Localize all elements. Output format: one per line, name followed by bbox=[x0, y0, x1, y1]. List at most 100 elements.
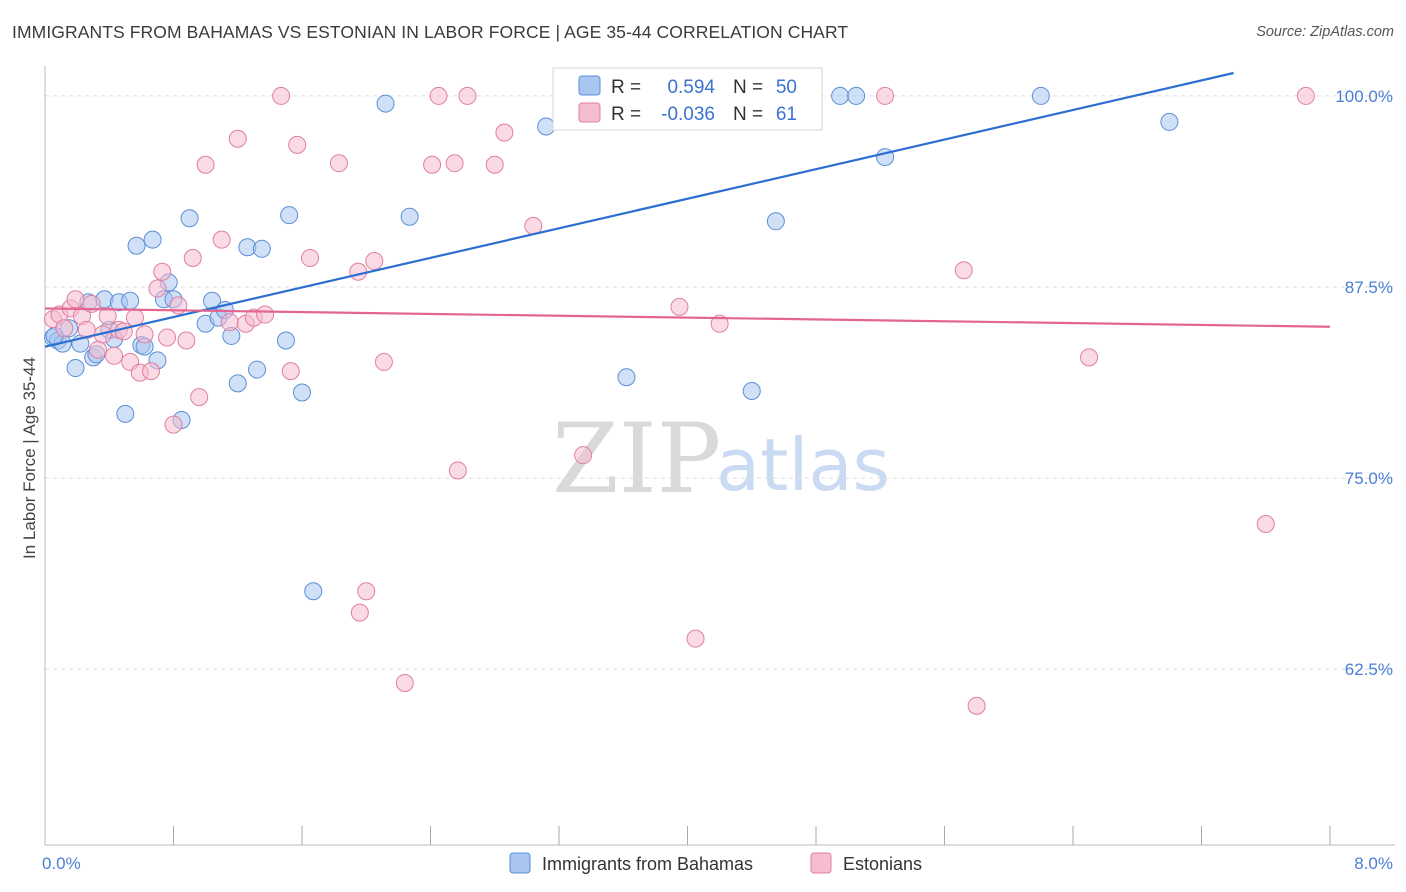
point-estonians bbox=[177, 331, 196, 350]
point-estonians bbox=[142, 362, 161, 381]
point-estonians bbox=[710, 314, 729, 333]
point-bahamas bbox=[121, 291, 140, 310]
point-estonians bbox=[220, 313, 239, 332]
point-bahamas bbox=[280, 206, 299, 225]
x-tick-label-max: 8.0% bbox=[1354, 854, 1393, 873]
point-estonians bbox=[272, 86, 291, 105]
watermark-atlas: atlas bbox=[716, 423, 890, 507]
point-bahamas bbox=[276, 331, 295, 350]
point-estonians bbox=[89, 340, 108, 359]
point-estonians bbox=[148, 279, 167, 298]
point-estonians bbox=[365, 252, 384, 271]
trend-line-bahamas bbox=[44, 71, 1234, 348]
legend-label-estonians: Estonians bbox=[843, 854, 922, 874]
point-bahamas bbox=[180, 209, 199, 228]
y-tick-label: 62.5% bbox=[1345, 660, 1393, 679]
point-estonians bbox=[458, 86, 477, 105]
point-estonians bbox=[196, 155, 215, 174]
point-estonians bbox=[228, 129, 247, 148]
trend-line-estonians bbox=[44, 307, 1331, 328]
point-bahamas bbox=[304, 582, 323, 601]
point-estonians bbox=[288, 135, 307, 154]
grid-lines bbox=[45, 95, 1395, 670]
point-estonians bbox=[686, 629, 705, 648]
point-bahamas bbox=[847, 86, 866, 105]
point-estonians bbox=[448, 461, 467, 480]
point-bahamas bbox=[228, 374, 247, 393]
point-estonians bbox=[495, 123, 514, 142]
blue-n-value: 50 bbox=[776, 77, 797, 98]
point-estonians bbox=[212, 230, 231, 249]
blue-n-label: N = bbox=[733, 77, 763, 98]
point-estonians bbox=[357, 582, 376, 601]
point-estonians bbox=[98, 307, 117, 326]
point-estonians bbox=[485, 155, 504, 174]
point-estonians bbox=[429, 86, 448, 105]
point-estonians bbox=[670, 297, 689, 316]
point-estonians bbox=[1296, 86, 1315, 105]
x-tick-label-min: 0.0% bbox=[42, 854, 81, 873]
pink-n-value: 61 bbox=[776, 104, 797, 125]
source-credit: Source: ZipAtlas.com bbox=[1256, 24, 1394, 40]
point-estonians bbox=[256, 305, 275, 324]
point-estonians bbox=[423, 155, 442, 174]
point-bahamas bbox=[831, 86, 850, 105]
chart-title: IMMIGRANTS FROM BAHAMAS VS ESTONIAN IN L… bbox=[12, 22, 849, 42]
point-bahamas bbox=[248, 360, 267, 379]
pink-n-label: N = bbox=[733, 104, 763, 125]
point-bahamas bbox=[617, 368, 636, 387]
point-estonians bbox=[1256, 514, 1275, 533]
trend-lines bbox=[44, 71, 1331, 348]
point-bahamas bbox=[252, 239, 271, 258]
point-estonians bbox=[135, 325, 154, 344]
point-estonians bbox=[55, 319, 74, 338]
point-estonians bbox=[114, 322, 133, 341]
point-estonians bbox=[876, 86, 895, 105]
tick-labels: 62.5% 75.0% 87.5% 100.0% 0.0% 8.0% bbox=[42, 87, 1393, 873]
point-bahamas bbox=[537, 117, 556, 136]
point-estonians bbox=[1080, 348, 1099, 367]
point-estonians bbox=[190, 388, 209, 407]
point-estonians bbox=[350, 603, 369, 622]
point-bahamas bbox=[1160, 112, 1179, 131]
pink-r-label: R = bbox=[611, 104, 641, 125]
point-estonians bbox=[574, 446, 593, 465]
point-estonians bbox=[281, 362, 300, 381]
point-bahamas bbox=[376, 94, 395, 113]
point-estonians bbox=[395, 673, 414, 692]
point-estonians bbox=[445, 154, 464, 173]
point-estonians bbox=[329, 154, 348, 173]
point-estonians bbox=[164, 415, 183, 434]
point-estonians bbox=[66, 290, 85, 309]
point-bahamas bbox=[143, 230, 162, 249]
blue-legend-swatch bbox=[578, 75, 601, 96]
blue-r-value: 0.594 bbox=[667, 77, 715, 98]
point-estonians bbox=[105, 346, 124, 365]
series-legend: Immigrants from Bahamas Estonians bbox=[509, 852, 922, 874]
axes bbox=[44, 66, 1395, 846]
pink-r-value: -0.036 bbox=[661, 104, 715, 125]
point-estonians bbox=[954, 261, 973, 280]
y-tick-label: 75.0% bbox=[1345, 469, 1393, 488]
point-estonians bbox=[183, 248, 202, 267]
legend-label-bahamas: Immigrants from Bahamas bbox=[542, 854, 753, 874]
point-bahamas bbox=[116, 404, 135, 423]
blue-r-label: R = bbox=[611, 77, 641, 98]
legend-swatch-bahamas bbox=[509, 852, 531, 874]
data-points bbox=[44, 86, 1315, 715]
point-estonians bbox=[301, 248, 320, 267]
point-estonians bbox=[374, 352, 393, 371]
stats-legend: R = 0.594 N = 50 R = -0.036 N = 61 bbox=[552, 67, 823, 131]
point-bahamas bbox=[766, 212, 785, 231]
pink-legend-swatch bbox=[578, 102, 601, 123]
point-bahamas bbox=[742, 381, 761, 400]
point-estonians bbox=[153, 262, 172, 281]
point-bahamas bbox=[1031, 86, 1050, 105]
point-bahamas bbox=[293, 383, 311, 402]
point-estonians bbox=[158, 328, 177, 347]
point-bahamas bbox=[400, 207, 419, 226]
y-tick-label: 100.0% bbox=[1335, 87, 1393, 106]
legend-swatch-estonians bbox=[810, 852, 832, 874]
y-tick-label: 87.5% bbox=[1345, 278, 1393, 297]
